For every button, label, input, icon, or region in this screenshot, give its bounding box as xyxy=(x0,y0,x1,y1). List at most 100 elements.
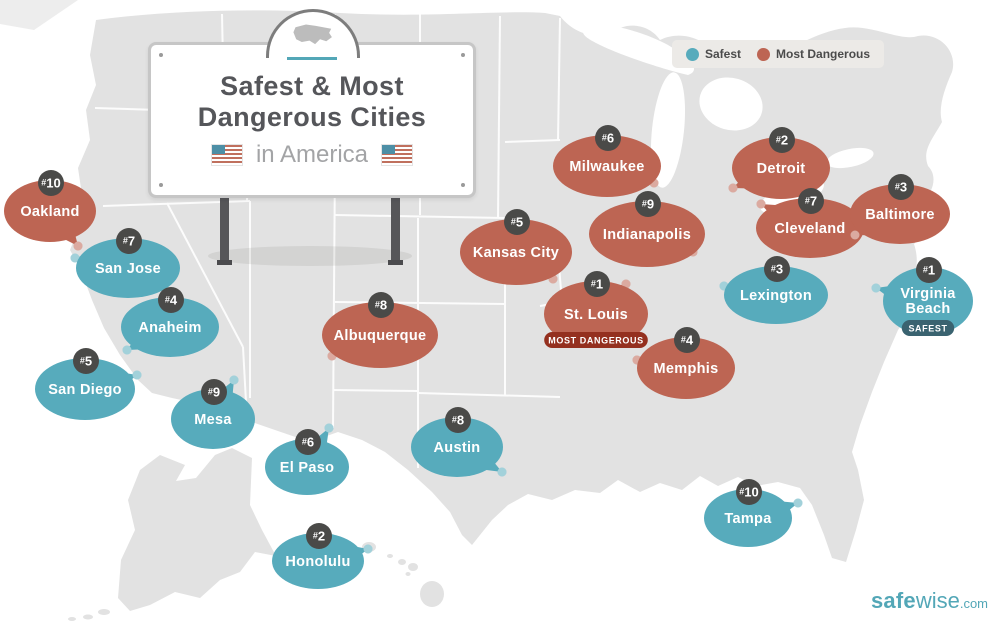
rank-badge xyxy=(201,379,227,405)
city-bubble-shape xyxy=(4,180,96,242)
logo-text-regular: wise xyxy=(915,588,960,613)
city-bubble-detroit: Detroit #2 xyxy=(728,127,830,199)
page-title: Safest & Most Dangerous Cities xyxy=(197,70,427,132)
logo-text-bold: safe xyxy=(870,588,916,613)
rank-badge xyxy=(38,170,64,196)
rank-badge-label: #9 xyxy=(642,197,654,212)
rank-badge-label: #7 xyxy=(805,194,817,209)
aleutian-islands xyxy=(68,609,110,621)
city-bubble-shape xyxy=(272,533,364,589)
screw-icon xyxy=(461,183,465,187)
city-location-dot-highlight xyxy=(850,230,860,240)
rank-badge xyxy=(116,228,142,254)
legend-label: Safest xyxy=(705,47,742,61)
city-bubble-shape xyxy=(171,389,255,449)
rank-badge-label: #6 xyxy=(602,131,614,146)
city-label: St. Louis xyxy=(564,307,628,323)
city-bubble-baltimore: Baltimore #3 xyxy=(850,174,950,244)
city-label: Lexington xyxy=(740,288,812,304)
city-label: Mesa xyxy=(194,412,232,428)
rank-badge xyxy=(306,523,332,549)
city-label: Kansas City xyxy=(473,245,559,261)
title-sign: Safest & Most Dangerous Cities in Americ… xyxy=(148,42,476,198)
city-bubble-anaheim: Anaheim #4 xyxy=(121,287,219,357)
city-location-dot xyxy=(324,423,334,433)
city-label: Honolulu xyxy=(285,554,350,570)
city-location-dot xyxy=(850,230,860,240)
rank-badge-label: #8 xyxy=(452,413,464,428)
rank-badge-label: #10 xyxy=(41,176,60,191)
rank-badge xyxy=(584,271,610,297)
city-bubble-kansas-city: Kansas City #5 xyxy=(460,209,572,285)
rank-badge-label: #9 xyxy=(208,385,220,400)
city-location-dot xyxy=(871,283,881,293)
city-bubble-shape xyxy=(121,297,219,357)
city-bubble-shape xyxy=(589,201,705,267)
city-bubble-el-paso: El Paso #6 xyxy=(265,423,349,495)
safewise-logo: safewise.com xyxy=(871,588,988,614)
city-location-dot xyxy=(728,183,738,193)
city-bubble-shape xyxy=(732,137,830,199)
rank-badge xyxy=(635,191,661,217)
rank-badge-label: #5 xyxy=(80,354,92,369)
mini-usa-icon xyxy=(293,24,332,45)
legend-label: Most Dangerous xyxy=(776,47,871,61)
rank-badge-label: #4 xyxy=(165,293,178,308)
superlative-badge xyxy=(901,320,955,336)
city-label: Memphis xyxy=(654,361,719,377)
city-label: San Diego xyxy=(48,382,122,398)
rank-badge-label: #7 xyxy=(123,234,135,249)
rank-badge xyxy=(595,125,621,151)
city-location-dot xyxy=(132,370,142,380)
rank-badge xyxy=(674,327,700,353)
city-bubble-austin: Austin #8 xyxy=(411,407,507,477)
city-location-dot-highlight xyxy=(497,467,507,477)
sign-post-right xyxy=(388,192,403,265)
rank-badge-label: #2 xyxy=(776,133,788,148)
city-bubble-shape xyxy=(553,135,661,197)
city-location-dot-highlight xyxy=(229,375,239,385)
sign-shadow xyxy=(208,246,412,266)
city-location-dot-highlight xyxy=(70,253,80,263)
city-location-dot-highlight xyxy=(73,241,83,251)
usa-flag-icon xyxy=(381,144,414,167)
page-subtitle: in America xyxy=(210,141,414,169)
city-bubble-san-diego: San Diego #5 xyxy=(35,348,142,420)
city-bubble-shape xyxy=(544,281,648,347)
rank-badge xyxy=(764,256,790,282)
city-label: Beach xyxy=(905,301,950,317)
city-bubble-st-louis: St. Louis #1 MOST DANGEROUS xyxy=(544,271,648,348)
city-bubble-shape xyxy=(322,302,438,368)
city-location-dot xyxy=(73,241,83,251)
city-bubble-honolulu: Honolulu #2 xyxy=(272,523,373,589)
rank-badge xyxy=(736,479,762,505)
city-label: Detroit xyxy=(757,161,806,177)
rank-badge-label: #4 xyxy=(681,333,694,348)
city-location-dot xyxy=(497,467,507,477)
rank-badge xyxy=(504,209,530,235)
city-bubble-indianapolis: Indianapolis #9 xyxy=(589,191,705,267)
city-location-dot xyxy=(756,199,766,209)
city-bubble-shape xyxy=(411,417,503,477)
rank-badge xyxy=(445,407,471,433)
rank-badge xyxy=(73,348,99,374)
city-location-dot xyxy=(229,375,239,385)
safest-dot-icon xyxy=(686,47,699,61)
city-label: Tampa xyxy=(724,511,772,527)
logo-text-suffix: .com xyxy=(959,596,988,611)
screw-icon xyxy=(159,183,163,187)
rank-badge-label: #5 xyxy=(511,215,523,230)
city-bubble-shape xyxy=(850,184,950,244)
city-location-dot-highlight xyxy=(871,283,881,293)
rank-badge-label: #2 xyxy=(313,529,325,544)
city-location-dot-highlight xyxy=(363,544,373,554)
hawaii-islands xyxy=(362,542,444,607)
legend: Safest Most Dangerous xyxy=(672,40,885,68)
city-label: Anaheim xyxy=(138,320,201,336)
city-label: Virginia xyxy=(900,286,956,302)
city-location-dot-highlight xyxy=(756,199,766,209)
city-label: Cleveland xyxy=(774,221,845,237)
city-bubble-mesa: Mesa #9 xyxy=(171,375,255,449)
city-bubble-shape xyxy=(637,337,735,399)
